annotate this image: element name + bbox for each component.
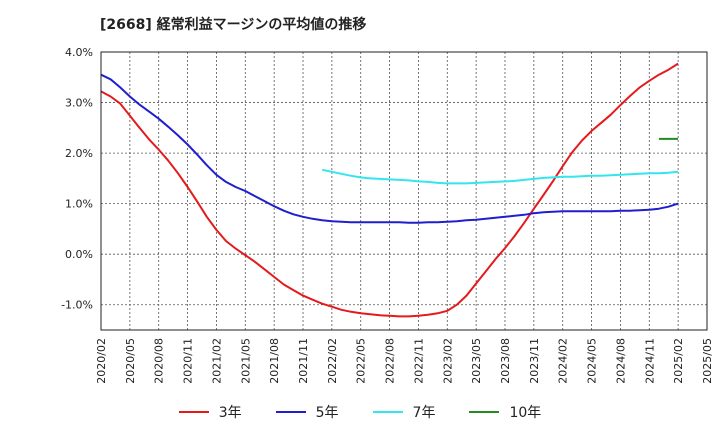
y-tick-label: 2.0% <box>65 147 93 160</box>
legend-label-7y: 7年 <box>412 405 436 421</box>
legend-item-3y[interactable]: 3年 <box>178 402 242 422</box>
x-tick-label: 2025/02 <box>672 338 685 384</box>
x-axis: 2020/02 2020/05 2020/08 2020/11 2021/02 2021/… <box>95 338 714 384</box>
x-tick-label: 2022/08 <box>384 338 397 384</box>
x-tick-label: 2023/05 <box>470 338 483 384</box>
x-tick-label: 2024/08 <box>614 338 627 384</box>
legend-label-5y: 5年 <box>315 405 339 421</box>
x-tick-label: 2024/05 <box>586 338 599 384</box>
series-line-0 <box>100 62 679 318</box>
x-tick-label: 2024/11 <box>643 338 656 384</box>
y-tick-label: 1.0% <box>65 198 93 211</box>
series-lines <box>100 62 679 318</box>
x-tick-label: 2020/02 <box>95 338 108 384</box>
x-tick-label: 2022/02 <box>326 338 339 384</box>
legend-swatch-5y <box>275 411 306 413</box>
line-chart: 4.0% 3.0% 2.0% 1.0% 0.0% -1.0% 2020/02 2020/05… <box>61 46 714 384</box>
y-tick-label: -1.0% <box>61 299 93 312</box>
x-tick-label: 2022/11 <box>412 338 425 384</box>
legend-item-5y[interactable]: 5年 <box>275 402 339 422</box>
legend-swatch-7y <box>372 411 403 413</box>
legend-item-7y[interactable]: 7年 <box>372 402 436 422</box>
x-tick-label: 2024/02 <box>557 338 570 384</box>
legend-swatch-3y <box>178 411 209 413</box>
x-tick-label: 2021/08 <box>268 338 281 384</box>
legend-label-10y: 10年 <box>509 405 542 421</box>
x-tick-label: 2020/11 <box>182 338 195 384</box>
y-tick-label: 3.0% <box>65 97 93 110</box>
legend: 3年 5年 7年 10年 <box>0 402 720 422</box>
y-axis: 4.0% 3.0% 2.0% 1.0% 0.0% -1.0% <box>61 46 93 312</box>
x-tick-label: 2023/08 <box>499 338 512 384</box>
x-tick-label: 2020/08 <box>153 338 166 384</box>
x-tick-label: 2021/02 <box>210 338 223 384</box>
x-tick-label: 2023/02 <box>441 338 454 384</box>
grid-lines <box>101 52 707 330</box>
x-tick-label: 2022/05 <box>355 338 368 384</box>
x-tick-label: 2023/11 <box>528 338 541 384</box>
chart-title: [2668] 経常利益マージンの平均値の推移 <box>100 17 367 33</box>
series-line-1 <box>100 73 679 224</box>
x-tick-label: 2021/05 <box>239 338 252 384</box>
x-tick-label: 2021/11 <box>297 338 310 384</box>
y-tick-label: 4.0% <box>65 46 93 59</box>
legend-swatch-10y <box>469 411 500 413</box>
x-tick-label: 2025/05 <box>701 338 714 384</box>
plot-frame <box>100 51 708 331</box>
legend-label-3y: 3年 <box>218 405 242 421</box>
legend-item-10y[interactable]: 10年 <box>469 402 541 422</box>
x-tick-label: 2020/05 <box>124 338 137 384</box>
series-line-2 <box>321 168 679 185</box>
y-tick-label: 0.0% <box>65 248 93 261</box>
